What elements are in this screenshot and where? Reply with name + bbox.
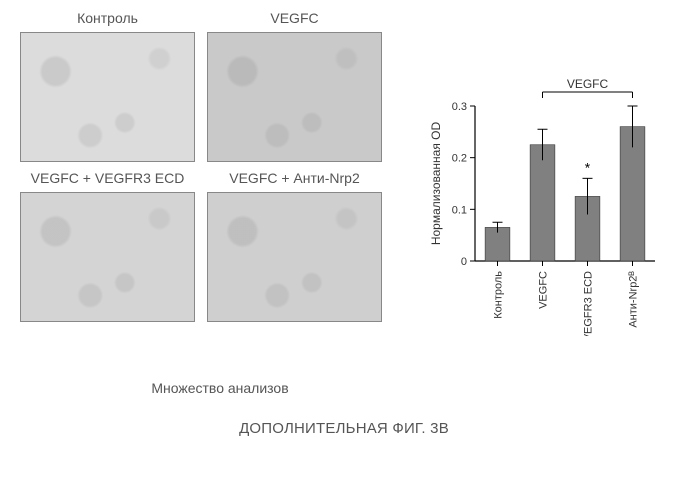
y-tick-label: 0.2 bbox=[452, 153, 467, 165]
x-tick-label: Контроль bbox=[493, 271, 505, 319]
y-tick-label: 0.3 bbox=[452, 101, 467, 113]
group-bracket-label: VEGFC bbox=[567, 77, 609, 91]
caption-analyses: Множество анализов bbox=[20, 380, 420, 396]
x-tick-label: Анти-Nrp2ᴮ bbox=[628, 271, 640, 328]
image-panel-grid: Контроль VEGFC VEGFC + VEGFR3 ECD VEGFC … bbox=[20, 10, 420, 330]
panel-label: VEGFC + VEGFR3 ECD bbox=[31, 170, 185, 188]
caption-figure: ДОПОЛНИТЕЛЬНАЯ ФИГ. 3B bbox=[20, 420, 668, 437]
x-tick-label: VEGFC bbox=[538, 271, 550, 309]
panel-label: VEGFC + Анти-Nrp2 bbox=[229, 170, 360, 188]
x-tick-label: VEGFR3 ECD bbox=[583, 271, 595, 336]
micrograph bbox=[207, 32, 382, 162]
panel-vegfc: VEGFC bbox=[207, 10, 382, 162]
bar-chart: 0 0.1 0.2 0.3 Нормализованная OD Контроль VEGF… bbox=[420, 76, 680, 336]
y-tick-label: 0 bbox=[461, 256, 467, 268]
panel-vegfc-vegfr3ecd: VEGFC + VEGFR3 ECD bbox=[20, 170, 195, 322]
y-axis-label: Нормализованная OD bbox=[429, 121, 443, 245]
panel-control: Контроль bbox=[20, 10, 195, 162]
bar bbox=[530, 145, 555, 261]
panel-label: VEGFC bbox=[270, 10, 318, 28]
micrograph bbox=[20, 192, 195, 322]
panel-label: Контроль bbox=[77, 10, 138, 28]
significance-marker: * bbox=[585, 159, 591, 175]
y-tick-label: 0.1 bbox=[452, 204, 467, 216]
panel-vegfc-antinrp2: VEGFC + Анти-Nrp2 bbox=[207, 170, 382, 322]
micrograph bbox=[207, 192, 382, 322]
micrograph bbox=[20, 32, 195, 162]
